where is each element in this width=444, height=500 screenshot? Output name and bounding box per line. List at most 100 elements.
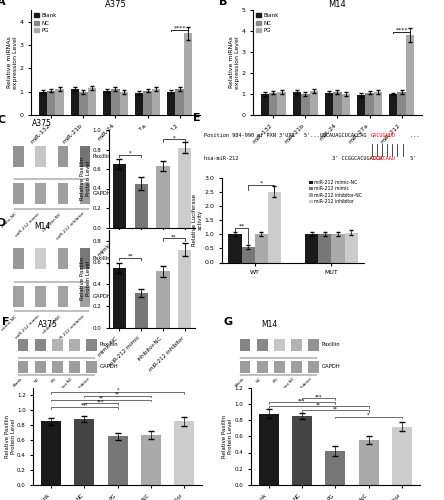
Bar — [240, 360, 250, 372]
Bar — [35, 360, 46, 372]
Bar — [79, 92, 87, 115]
Bar — [36, 146, 46, 167]
Bar — [325, 451, 345, 485]
Bar — [86, 339, 97, 351]
Bar — [156, 271, 170, 328]
Bar — [269, 93, 278, 115]
Y-axis label: Relative Luciferase
activity: Relative Luciferase activity — [192, 194, 203, 246]
Bar — [18, 360, 28, 372]
Bar — [52, 360, 63, 372]
Text: B: B — [219, 0, 228, 6]
Bar — [345, 233, 357, 262]
Text: A375: A375 — [32, 119, 52, 128]
Text: A: A — [0, 0, 6, 6]
Bar — [111, 90, 119, 115]
Legend: Blank, NC, PG: Blank, NC, PG — [34, 13, 56, 34]
Bar — [80, 146, 91, 167]
Title: A375: A375 — [105, 0, 126, 9]
Text: NC: NC — [255, 376, 262, 384]
Text: Blank: Blank — [12, 376, 23, 388]
Bar — [257, 360, 268, 372]
Bar — [74, 419, 94, 485]
Text: D: D — [0, 218, 7, 228]
Text: *: * — [173, 136, 175, 140]
Text: ****: **** — [395, 28, 408, 33]
Bar — [240, 339, 250, 351]
Bar — [318, 234, 332, 262]
Bar — [103, 90, 111, 115]
Bar — [143, 90, 152, 115]
Text: Paxillin: Paxillin — [93, 256, 111, 262]
Text: *: * — [367, 413, 370, 418]
Text: hsa-miR-212                              3' CCGGCACUGACCU: hsa-miR-212 3' CCGGCACUGACCU — [204, 156, 382, 160]
Bar — [41, 421, 61, 485]
Bar — [152, 90, 160, 115]
Bar — [178, 250, 191, 328]
Text: GAPDH: GAPDH — [321, 364, 340, 369]
Text: PG: PG — [272, 376, 279, 384]
Bar — [113, 268, 126, 328]
Bar — [325, 93, 333, 115]
Text: GAPDH: GAPDH — [93, 192, 111, 196]
Bar — [156, 166, 170, 228]
Bar — [308, 360, 319, 372]
Text: *: * — [116, 388, 119, 393]
Bar — [397, 92, 406, 115]
Bar — [58, 146, 68, 167]
Bar — [389, 94, 397, 115]
Bar — [261, 94, 269, 115]
Bar — [36, 248, 46, 269]
Text: mimic-NC: mimic-NC — [1, 212, 18, 229]
Bar — [274, 360, 285, 372]
Bar — [58, 184, 68, 204]
Bar — [141, 434, 161, 485]
Text: **: ** — [127, 254, 133, 258]
Bar — [184, 34, 192, 115]
Bar — [58, 248, 68, 269]
Text: GACUGUUU: GACUGUUU — [371, 132, 396, 138]
Bar — [301, 94, 309, 115]
Text: GAPDH: GAPDH — [93, 294, 111, 299]
Bar — [69, 339, 80, 351]
Text: **: ** — [171, 234, 177, 239]
Bar — [333, 92, 341, 115]
Text: **: ** — [316, 402, 321, 407]
Text: ...: ... — [407, 132, 420, 138]
Bar — [69, 360, 80, 372]
Bar — [309, 91, 318, 115]
Text: *: * — [129, 151, 131, 156]
Text: miR-212 mimic: miR-212 mimic — [15, 314, 41, 340]
Text: miR-212 inhibitor: miR-212 inhibitor — [56, 212, 85, 241]
Text: mimic-NC: mimic-NC — [1, 314, 18, 332]
Text: **: ** — [99, 396, 103, 400]
Text: PG+inhibitor-NC: PG+inhibitor-NC — [270, 376, 297, 403]
Bar — [36, 184, 46, 204]
Text: Position 984-990 of PXN 3'UTR   5'...UUCAUAGCUCACCAG: Position 984-990 of PXN 3'UTR 5'...UUCAU… — [204, 132, 367, 138]
Text: miR-212 mimic: miR-212 mimic — [15, 212, 41, 238]
Text: **: ** — [115, 392, 120, 397]
Text: G: G — [224, 317, 233, 327]
Bar — [36, 286, 46, 307]
Bar — [254, 234, 268, 262]
Bar — [305, 234, 318, 262]
Text: C: C — [0, 115, 5, 125]
Title: M14: M14 — [329, 0, 346, 9]
Text: ***: *** — [298, 398, 305, 403]
Bar — [135, 184, 148, 228]
Text: Paxillin: Paxillin — [321, 342, 340, 347]
Bar — [87, 88, 96, 115]
Bar — [13, 146, 24, 167]
Text: F: F — [2, 317, 9, 327]
Bar — [257, 339, 268, 351]
Text: GAPDH: GAPDH — [99, 364, 118, 369]
Bar — [135, 93, 143, 115]
Bar — [278, 92, 286, 115]
Bar — [268, 192, 281, 262]
Text: Paxillin: Paxillin — [93, 154, 111, 159]
Y-axis label: Relative miRNAs
expression Level: Relative miRNAs expression Level — [229, 36, 240, 89]
Bar — [357, 95, 365, 115]
Text: PG+inhibitor-NC: PG+inhibitor-NC — [48, 376, 74, 403]
Bar — [291, 339, 302, 351]
Y-axis label: Relative miRNAs
expression Level: Relative miRNAs expression Level — [7, 36, 18, 89]
Bar — [56, 90, 64, 115]
